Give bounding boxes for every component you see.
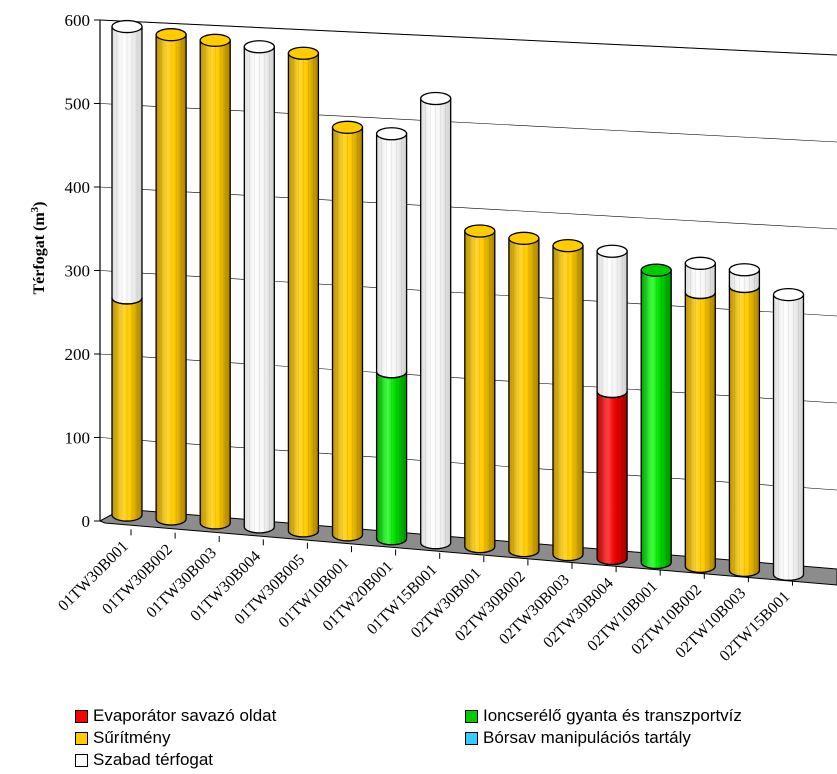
legend-label: Szabad térfogat xyxy=(93,750,214,769)
bar-segment xyxy=(111,297,143,522)
bar-top-cap xyxy=(375,127,408,141)
bar-stack xyxy=(243,40,275,534)
legend-label: Bórsav manipulációs tartály xyxy=(483,728,691,747)
bar-segment xyxy=(728,285,761,577)
bar-top-cap xyxy=(508,231,540,245)
bar-segment xyxy=(155,34,187,526)
bar-top-cap xyxy=(552,238,584,253)
bar-stack xyxy=(199,33,231,530)
bar-segment xyxy=(508,237,540,558)
legend-swatch xyxy=(465,709,478,723)
legend-swatch xyxy=(75,753,88,767)
bar-segment xyxy=(420,97,452,550)
bar-segment xyxy=(199,39,231,530)
bar-top-cap xyxy=(464,224,496,238)
bar-stack xyxy=(111,19,143,522)
bar-top-cap xyxy=(640,263,672,277)
bar-stack xyxy=(287,46,320,538)
bar-top-cap xyxy=(199,33,231,47)
bar-top-cap xyxy=(243,40,275,54)
legend-item: Ioncserélő gyanta és transzportvíz xyxy=(465,706,742,726)
y-tick-label: 500 xyxy=(65,95,91,114)
y-tick-label: 400 xyxy=(65,178,91,197)
y-axis-label-close: ) xyxy=(31,201,48,206)
bar-stack xyxy=(552,238,584,562)
y-axis-label-main: Térfogat xyxy=(31,234,48,294)
y-axis: 0 100 200 300 400 500 600 xyxy=(65,11,100,531)
bar-segment xyxy=(640,269,672,570)
bar-segment xyxy=(331,126,364,542)
bar-segment xyxy=(772,293,805,581)
y-tick-label: 300 xyxy=(65,262,91,281)
bar-stack xyxy=(155,28,187,526)
legend-item: Sűrítmény xyxy=(75,728,170,748)
grid-line xyxy=(99,19,837,56)
legend-item: Szabad térfogat xyxy=(75,750,213,770)
legend-label: Evaporátor savazó oldat xyxy=(93,706,277,725)
bar-separator xyxy=(728,286,761,294)
y-tick-label: 200 xyxy=(65,345,91,364)
legend-swatch xyxy=(75,709,88,723)
y-tick-label: 100 xyxy=(65,429,91,448)
bar-stack xyxy=(331,120,364,542)
legend-swatch xyxy=(75,731,88,745)
y-axis-label-sup: 3 xyxy=(29,206,41,212)
bar-top-cap xyxy=(155,28,187,42)
bar-stack xyxy=(684,256,716,574)
bar-top-cap xyxy=(420,91,452,106)
bar-stack xyxy=(596,244,628,566)
bar-separator xyxy=(684,292,716,300)
y-axis-label: Térfogat (m3) xyxy=(29,201,48,294)
bar-top-cap xyxy=(287,46,320,60)
bar-top-cap xyxy=(728,263,761,277)
legend-item: Bórsav manipulációs tartály xyxy=(465,728,691,748)
bar-stack xyxy=(508,231,540,558)
legend-swatch xyxy=(465,731,478,745)
bar-segment xyxy=(464,230,496,554)
bar-segment xyxy=(243,46,275,534)
bar-separator xyxy=(596,391,628,399)
y-tick-label: 600 xyxy=(65,11,91,30)
bar-top-cap xyxy=(684,256,716,270)
bar-stack xyxy=(640,263,672,570)
bars xyxy=(111,19,805,581)
bar-segment xyxy=(375,371,408,546)
bar-stack xyxy=(728,263,761,577)
bar-segment xyxy=(684,291,716,574)
bar-stack xyxy=(420,91,452,550)
bar-stack xyxy=(375,127,408,546)
y-tick-label: 0 xyxy=(82,512,91,531)
bar-segment xyxy=(287,52,320,538)
bar-separator xyxy=(111,297,143,305)
y-axis-label-unit: (m xyxy=(31,212,48,231)
bar-stack xyxy=(464,224,496,554)
bar-top-cap xyxy=(596,244,628,258)
bar-top-cap xyxy=(111,19,143,34)
bar-separator xyxy=(375,371,408,379)
bar-stack xyxy=(772,287,805,581)
legend-label: Ioncserélő gyanta és transzportvíz xyxy=(483,706,742,725)
legend-label: Sűrítmény xyxy=(93,728,171,747)
bar-segment xyxy=(596,390,628,566)
bar-top-cap xyxy=(331,120,364,134)
bar-segment xyxy=(552,244,584,562)
bar-top-cap xyxy=(772,287,805,302)
legend-item: Evaporátor savazó oldat xyxy=(75,706,276,726)
